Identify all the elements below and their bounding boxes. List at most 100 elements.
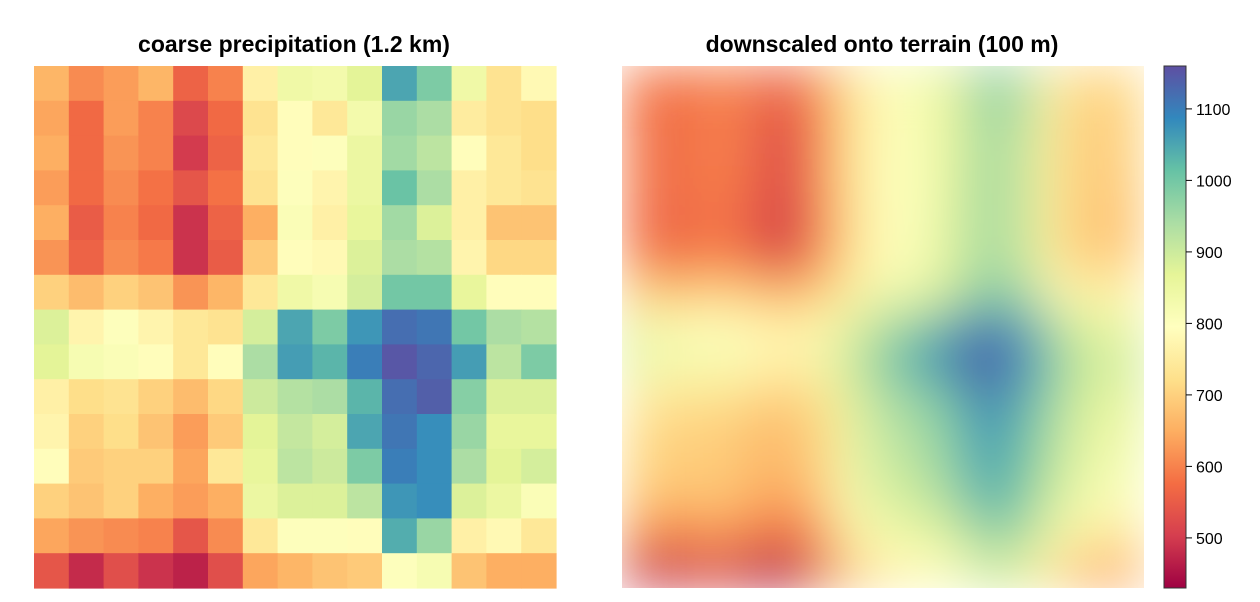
heatmap-cell — [935, 205, 971, 241]
colorbar-ticks: 500 600 700 800 900 1000 1100 — [1186, 102, 1232, 548]
heatmap-cell — [138, 170, 174, 206]
heatmap-cell — [1039, 309, 1075, 345]
heatmap-cell — [208, 518, 244, 554]
heatmap-cell — [416, 135, 453, 171]
heatmap-cell — [865, 100, 901, 137]
heatmap-cell — [103, 414, 139, 450]
heatmap-cell — [451, 518, 487, 554]
heatmap-cell — [900, 553, 936, 588]
heatmap-cell — [521, 448, 557, 485]
heatmap-cell — [1004, 170, 1041, 206]
heatmap-cell — [521, 344, 557, 380]
heatmap-cell — [242, 135, 279, 171]
heatmap-cell — [347, 100, 383, 137]
heatmap-cell — [416, 518, 453, 554]
heatmap-cell — [865, 205, 901, 241]
heatmap-cell — [830, 344, 867, 380]
heatmap-cell — [1074, 205, 1110, 241]
heatmap-cell — [1074, 100, 1110, 137]
heatmap-cell — [1039, 344, 1075, 380]
heatmap-cell — [347, 379, 383, 415]
heatmap-cell — [277, 483, 313, 519]
heatmap-cell — [138, 274, 174, 311]
heatmap-cell — [970, 518, 1006, 554]
heatmap-cell — [521, 135, 557, 171]
heatmap-cell — [451, 170, 487, 206]
heatmap-cell — [656, 518, 693, 554]
heatmap-cell — [656, 66, 693, 102]
heatmap-cell — [68, 483, 105, 519]
heatmap-cell — [1039, 379, 1075, 415]
heatmap-cell — [103, 483, 139, 519]
heatmap-cell — [312, 518, 348, 554]
heatmap-cell — [1004, 240, 1041, 276]
heatmap-cell — [103, 518, 139, 554]
heatmap-cell — [312, 414, 348, 450]
heatmap-cell — [726, 483, 762, 519]
heatmap-cell — [726, 240, 762, 276]
heatmap-cell — [382, 414, 418, 450]
heatmap-cell — [935, 553, 971, 588]
heatmap-cell — [68, 205, 105, 241]
heatmap-cell — [68, 170, 105, 206]
heatmap-cell — [900, 344, 936, 380]
heatmap-cell — [900, 274, 936, 311]
heatmap-cell — [830, 553, 867, 588]
heatmap-cell — [726, 553, 762, 588]
heatmap-cell — [451, 100, 487, 137]
heatmap-cell — [900, 448, 936, 485]
heatmap-cell — [796, 170, 832, 206]
heatmap-cell — [173, 414, 209, 450]
heatmap-cell — [796, 135, 832, 171]
heatmap-cell — [935, 100, 971, 137]
heatmap-cell — [761, 379, 797, 415]
heatmap-cell — [103, 100, 139, 137]
heatmap-cell — [622, 448, 658, 485]
heatmap-cell — [451, 135, 487, 171]
heatmap-cell — [1074, 135, 1110, 171]
heatmap-cell — [486, 414, 522, 450]
heatmap-cell — [138, 448, 174, 485]
heatmap-cell — [830, 414, 867, 450]
heatmap-cell — [521, 66, 557, 102]
heatmap-cell — [138, 66, 174, 102]
heatmap-cell — [347, 240, 383, 276]
heatmap-cell — [103, 309, 139, 345]
heatmap-cell — [416, 309, 453, 345]
heatmap-cell — [1039, 205, 1075, 241]
heatmap-cell — [208, 344, 244, 380]
heatmap-cell — [242, 205, 279, 241]
heatmap-cell — [34, 205, 70, 241]
heatmap-cell — [761, 170, 797, 206]
heatmap-cell — [208, 553, 244, 589]
heatmap-cell — [1004, 518, 1041, 554]
heatmap-cell — [622, 100, 658, 137]
heatmap-cell — [416, 344, 453, 380]
heatmap-cell — [277, 240, 313, 276]
heatmap-cell — [312, 66, 348, 102]
heatmap-cell — [865, 518, 901, 554]
heatmap-cell — [796, 309, 832, 345]
heatmap-cell — [865, 448, 901, 485]
heatmap-cell — [486, 135, 522, 171]
heatmap-cell — [1074, 483, 1110, 519]
heatmap-cell — [451, 553, 487, 589]
heatmap-cell — [382, 483, 418, 519]
heatmap-cell — [865, 344, 901, 380]
heatmap-cell — [656, 274, 693, 311]
heatmap-cell — [208, 379, 244, 415]
heatmap-cell — [312, 100, 348, 137]
heatmap-cell — [242, 274, 279, 311]
heatmap-cell — [1004, 100, 1041, 137]
heatmap-cell — [68, 135, 105, 171]
heatmap-cell — [242, 66, 279, 102]
heatmap-cell — [103, 135, 139, 171]
heatmap-cell — [347, 553, 383, 589]
heatmap-cell — [622, 240, 658, 276]
heatmap-cell — [347, 135, 383, 171]
heatmap-cell — [312, 205, 348, 241]
heatmap-cell — [1004, 274, 1041, 311]
colorbar-tick-label: 1000 — [1196, 173, 1232, 190]
heatmap-cell — [622, 379, 658, 415]
